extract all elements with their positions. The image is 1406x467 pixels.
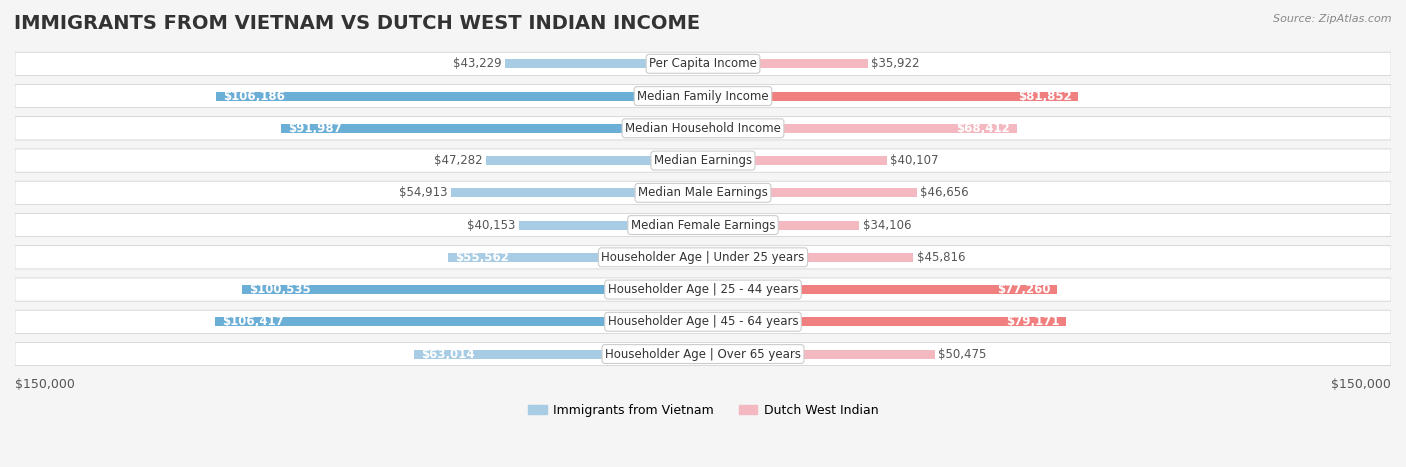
Text: $106,417: $106,417 [222,315,284,328]
FancyBboxPatch shape [15,149,1391,172]
Text: Source: ZipAtlas.com: Source: ZipAtlas.com [1274,14,1392,24]
Bar [505,59,703,68]
Text: $55,562: $55,562 [456,251,509,264]
Text: $79,171: $79,171 [1005,315,1059,328]
Text: $45,816: $45,816 [917,251,965,264]
Text: Median Family Income: Median Family Income [637,90,769,103]
Text: $54,913: $54,913 [399,186,447,199]
Text: $150,000: $150,000 [15,378,75,391]
Bar [449,253,703,262]
Bar [242,285,703,294]
Bar [703,253,912,262]
Bar [703,92,1078,100]
Text: Householder Age | 25 - 44 years: Householder Age | 25 - 44 years [607,283,799,296]
Text: $81,852: $81,852 [1018,90,1071,103]
Text: $68,412: $68,412 [956,122,1010,135]
Bar [703,188,917,198]
FancyBboxPatch shape [15,213,1391,237]
Text: $46,656: $46,656 [921,186,969,199]
Text: $47,282: $47,282 [434,154,482,167]
Bar [519,220,703,230]
FancyBboxPatch shape [15,52,1391,76]
Bar [451,188,703,198]
Text: $150,000: $150,000 [1331,378,1391,391]
Legend: Immigrants from Vietnam, Dutch West Indian: Immigrants from Vietnam, Dutch West Indi… [523,399,883,422]
Bar [215,317,703,326]
Text: Median Earnings: Median Earnings [654,154,752,167]
FancyBboxPatch shape [15,246,1391,269]
Text: Median Female Earnings: Median Female Earnings [631,219,775,232]
Text: IMMIGRANTS FROM VIETNAM VS DUTCH WEST INDIAN INCOME: IMMIGRANTS FROM VIETNAM VS DUTCH WEST IN… [14,14,700,33]
Text: $77,260: $77,260 [997,283,1050,296]
Text: Householder Age | 45 - 64 years: Householder Age | 45 - 64 years [607,315,799,328]
FancyBboxPatch shape [15,310,1391,333]
Text: Householder Age | Over 65 years: Householder Age | Over 65 years [605,347,801,361]
Bar [281,124,703,133]
Text: Per Capita Income: Per Capita Income [650,57,756,71]
Bar [486,156,703,165]
Text: Median Male Earnings: Median Male Earnings [638,186,768,199]
Bar [703,285,1057,294]
Bar [413,349,703,359]
Text: $106,186: $106,186 [222,90,285,103]
Bar [703,220,859,230]
Text: $63,014: $63,014 [420,347,474,361]
Text: $40,107: $40,107 [890,154,939,167]
Bar [703,124,1017,133]
Text: $40,153: $40,153 [467,219,516,232]
Text: $35,922: $35,922 [872,57,920,71]
FancyBboxPatch shape [15,181,1391,205]
Text: $50,475: $50,475 [938,347,987,361]
FancyBboxPatch shape [15,278,1391,301]
Text: $91,987: $91,987 [288,122,342,135]
Bar [703,317,1066,326]
FancyBboxPatch shape [15,85,1391,108]
Text: $34,106: $34,106 [863,219,911,232]
Bar [703,156,887,165]
Bar [703,349,935,359]
Text: Householder Age | Under 25 years: Householder Age | Under 25 years [602,251,804,264]
Text: Median Household Income: Median Household Income [626,122,780,135]
Text: $100,535: $100,535 [249,283,311,296]
FancyBboxPatch shape [15,117,1391,140]
Text: $43,229: $43,229 [453,57,502,71]
Bar [217,92,703,100]
Bar [703,59,868,68]
FancyBboxPatch shape [15,342,1391,366]
